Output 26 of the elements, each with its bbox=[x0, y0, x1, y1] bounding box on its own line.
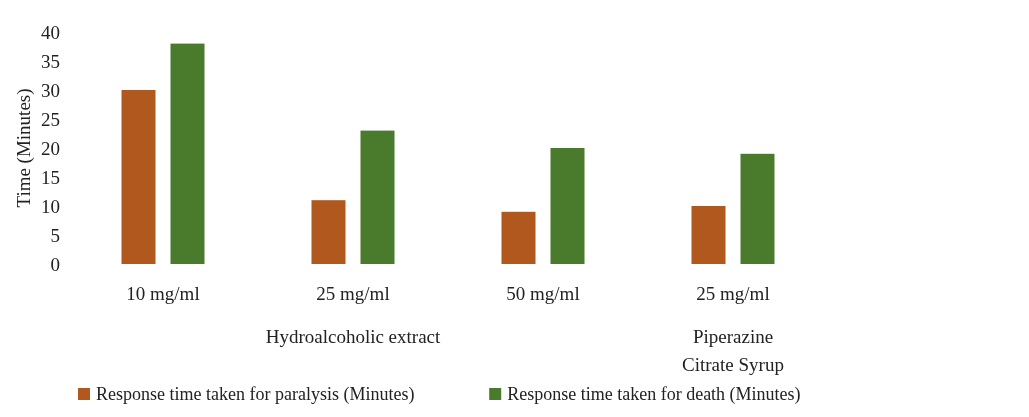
y-tick-label: 40 bbox=[41, 21, 60, 43]
y-tick-label: 20 bbox=[41, 137, 60, 159]
y-tick-label: 35 bbox=[41, 50, 60, 72]
y-tick-label: 30 bbox=[41, 79, 60, 101]
bar bbox=[550, 148, 585, 264]
y-tick-label: 15 bbox=[41, 166, 60, 188]
y-tick-label: 0 bbox=[50, 253, 60, 275]
bar bbox=[311, 200, 346, 264]
bar bbox=[691, 206, 726, 264]
y-axis-title: Time (Minutes) bbox=[13, 88, 35, 208]
bar bbox=[360, 130, 395, 264]
text: Hydroalcoholic extract bbox=[265, 326, 442, 347]
bar bbox=[740, 153, 775, 264]
text: Piperazine Citrate Syrup bbox=[682, 326, 784, 375]
bar bbox=[121, 90, 156, 264]
x-tick-label: 10 mg/ml bbox=[126, 283, 200, 304]
legend-label: Response time taken for death (Minutes) bbox=[507, 384, 801, 405]
x-tick-label: 25 mg/ml bbox=[696, 283, 770, 304]
y-tick-label: 25 bbox=[41, 108, 60, 130]
y-tick-label: 5 bbox=[50, 224, 60, 246]
x-tick-label: 25 mg/ml bbox=[316, 283, 390, 304]
bar bbox=[170, 43, 205, 264]
bar bbox=[501, 211, 536, 264]
legend-label: Response time taken for paralysis (Minutes) bbox=[96, 384, 415, 405]
y-tick-label: 10 bbox=[41, 195, 60, 217]
x-tick-label: 50 mg/ml bbox=[506, 283, 580, 304]
